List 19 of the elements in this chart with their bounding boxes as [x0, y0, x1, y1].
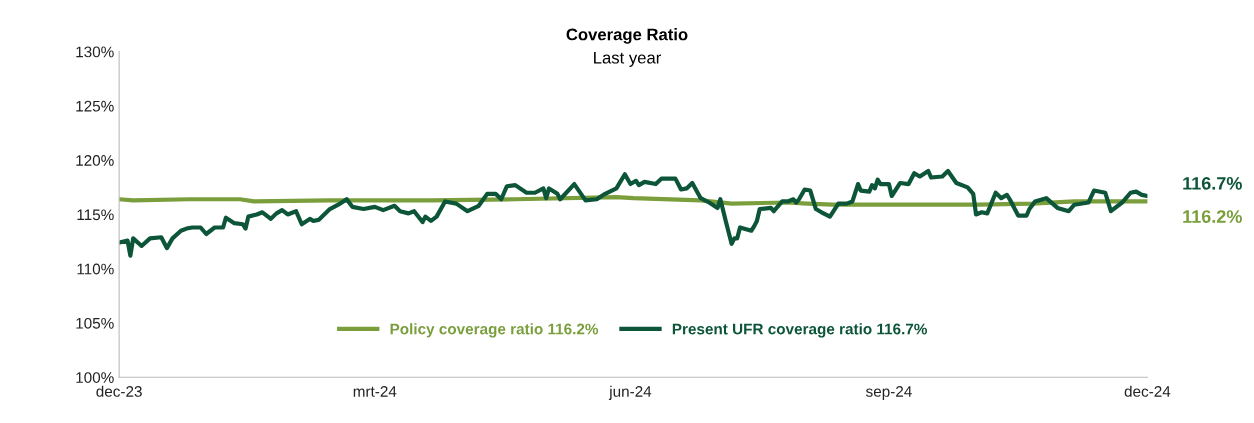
y-tick-label: 130% [76, 46, 114, 58]
legend-label: Policy coverage ratio 116.2% [390, 323, 599, 338]
x-tick-label: dec-23 [96, 385, 142, 397]
y-tick-label: 120% [76, 155, 114, 166]
x-tick-label: dec-24 [1124, 385, 1171, 397]
x-tick-label: mrt-24 [353, 386, 397, 397]
y-tick-label: 110% [77, 263, 114, 275]
x-tick-label: jun-24 [608, 385, 652, 400]
y-tick-label: 100% [76, 372, 114, 383]
annotation: 116.2% [1183, 210, 1242, 223]
y-tick-label: 115% [77, 209, 114, 221]
line-series [119, 168, 1148, 258]
y-tick-label: 105% [76, 317, 114, 329]
y-tick-label: 125% [76, 100, 114, 112]
chart-title: Coverage Ratio [566, 28, 688, 44]
x-tick-label: sep-24 [866, 386, 912, 400]
chart-subtitle: Last year [594, 51, 661, 67]
legend-label: Present UFR coverage ratio 116.7% [672, 323, 927, 338]
annotation: 116.7% [1183, 176, 1242, 190]
